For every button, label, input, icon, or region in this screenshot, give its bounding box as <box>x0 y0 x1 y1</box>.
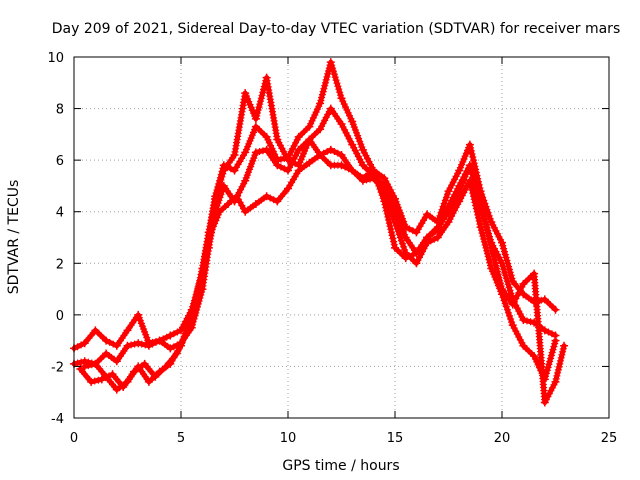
y-tick-label: 8 <box>56 103 64 118</box>
series-line <box>77 147 558 390</box>
x-tick-label: 5 <box>177 431 185 446</box>
series-track-d <box>80 73 569 407</box>
marker-cluster <box>76 146 559 391</box>
axis-ticks: 0 5 10 15 20 25 -4 -2 0 2 4 6 8 10 <box>47 51 617 446</box>
x-axis-label: GPS time / hours <box>282 458 399 474</box>
chart-title: Day 209 of 2021, Sidereal Day-to-day VTE… <box>52 21 620 37</box>
y-tick-label: 2 <box>56 257 64 272</box>
marker-cluster <box>81 74 567 406</box>
series-track-a <box>70 58 560 353</box>
dense-markers <box>76 146 559 391</box>
plot-frame <box>73 56 610 419</box>
series-track-c <box>76 145 560 392</box>
y-tick-label: 10 <box>47 51 64 66</box>
y-tick-label: 6 <box>56 154 64 169</box>
x-tick-label: 25 <box>601 431 618 446</box>
x-tick-label: 0 <box>70 431 78 446</box>
y-tick-label: 0 <box>56 309 64 324</box>
y-axis-label: SDTVAR / TECUs <box>6 180 22 295</box>
x-tick-label: 15 <box>387 431 404 446</box>
y-tick-label: -2 <box>51 360 64 375</box>
series-layer <box>70 58 569 407</box>
x-tick-label: 20 <box>494 431 511 446</box>
y-tick-label: 4 <box>56 206 64 221</box>
x-tick-label: 10 <box>280 431 297 446</box>
y-tick-label: -4 <box>51 412 64 427</box>
grid <box>74 57 609 418</box>
dense-markers <box>81 74 567 406</box>
